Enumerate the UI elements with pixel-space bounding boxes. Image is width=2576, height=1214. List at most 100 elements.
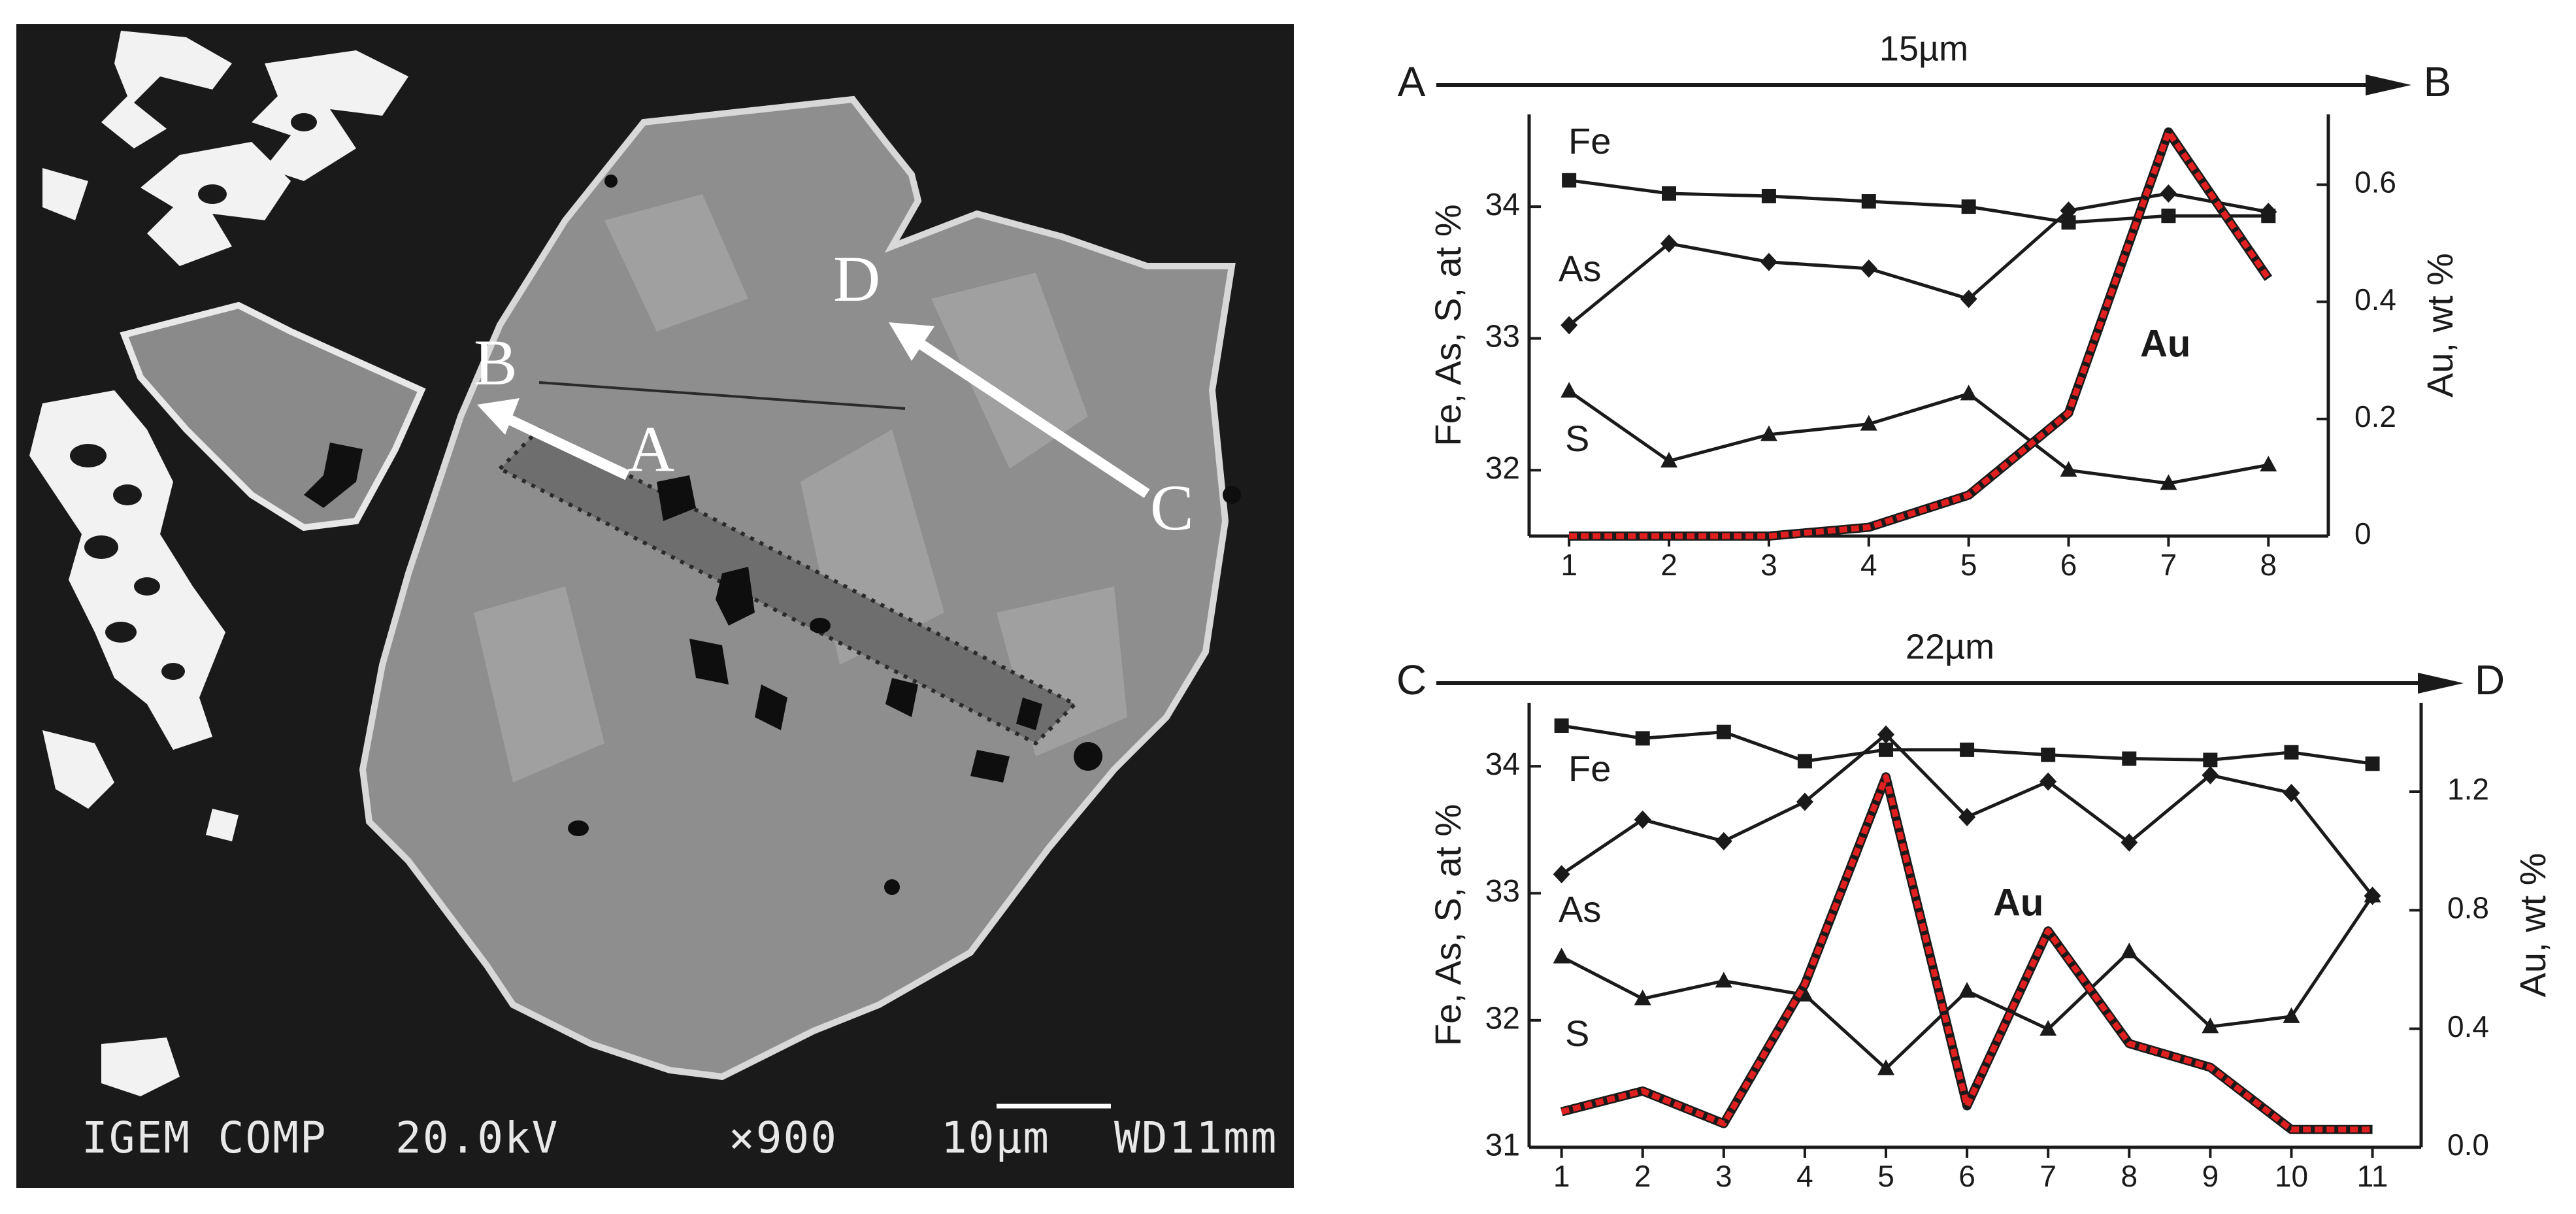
chart1-profile-arrow-head (2366, 75, 2411, 95)
magnification-label: ×900 (729, 1113, 838, 1163)
profile-arrow-cd (889, 322, 1150, 498)
chart2-y-tick-label: 33 (1485, 874, 1520, 909)
chart2-series-s-point (2202, 1017, 2219, 1034)
chart2-series-s-point (1553, 947, 1570, 964)
chart2-series-fe-point (2041, 747, 2056, 762)
chart2-series-as-point (1796, 792, 1813, 811)
chart2-y-tick-label: 32 (1485, 1001, 1520, 1036)
chart1-series-fe-point (2061, 215, 2076, 230)
chart1-x-tick-label: 7 (2160, 548, 2177, 582)
thin-line (538, 381, 906, 410)
chart2-y2-tick-label: 1.2 (2447, 772, 2489, 806)
chart2-series-s-point (2121, 942, 2138, 958)
chart1-annotation-au: Au (2140, 322, 2190, 365)
bright-phase-holes (70, 113, 317, 680)
chart2-series-as-point (2202, 766, 2219, 784)
chart2-x-tick-label: 10 (2275, 1159, 2308, 1193)
chart1-series-as-line (1568, 192, 2269, 327)
chart1-x-tick-label: 8 (2260, 548, 2277, 582)
chart1-series-as-point (2060, 201, 2077, 220)
chart1-series-s-point (1960, 384, 1977, 401)
chart1-series-as-point (1560, 316, 1578, 335)
voltage-label: 20.0kV (395, 1113, 559, 1163)
pores (568, 175, 1241, 895)
chart2-series-s-point (1634, 989, 1651, 1005)
chart2-series-as-point (1553, 865, 1570, 884)
chart1-annotation-fe: Fe (1568, 120, 1611, 161)
chart2-series-s-point (1715, 971, 1732, 988)
chart2-x-tick-label: 11 (2357, 1159, 2388, 1193)
chart1-series-s-point (1760, 425, 1777, 441)
chart1-series-s-point (1560, 382, 1578, 398)
chart1-y-tick-label: 32 (1485, 451, 1520, 486)
chart2-series-as-point (1877, 725, 1894, 744)
point-label-d: D (833, 243, 881, 315)
chart1-series-fe-point (1562, 173, 1577, 188)
chart2-x-tick-label: 9 (2202, 1159, 2219, 1193)
chart1-x-tick-label: 5 (1960, 548, 1977, 582)
chart1-series-s-point (1660, 452, 1678, 468)
chart2-series-au-line (1560, 773, 2373, 1133)
chart1-series-fe-line (1568, 178, 2269, 224)
chart2-series-as-point (2039, 772, 2057, 791)
chart1-x-tick-label: 3 (1760, 548, 1777, 582)
chart1-x-tick-label: 4 (1860, 548, 1877, 582)
profile-arrow-ab (477, 398, 630, 481)
chart1-series-as-point (1860, 259, 1877, 278)
chart1-series-fe-point (1662, 186, 1677, 201)
scale-label: 10µm (941, 1113, 1050, 1163)
chart1-y2-axis-title: Au, wt % (2419, 253, 2460, 397)
chart2-start-label: C (1396, 656, 1427, 703)
chart2-series-s-point (2283, 1007, 2300, 1023)
chart1-x-tick-label: 2 (1660, 548, 1677, 582)
chart1-series-as-point (2260, 203, 2277, 222)
chart2-x-tick-label: 5 (1877, 1159, 1894, 1193)
chart2-series-fe-point (2284, 745, 2299, 760)
chart1-series-fe-point (1961, 199, 1976, 214)
chart2-series-s-point (1958, 982, 1976, 998)
chart1-distance-title: 15µm (1879, 29, 1968, 68)
chart1-annotation-s: S (1565, 418, 1589, 459)
chart1-y-tick-label: 33 (1485, 319, 1520, 354)
chart2-series-fe-point (1879, 742, 1893, 757)
chart1-series-fe-point (2161, 209, 2176, 224)
bright-phase-upper-left (29, 31, 408, 1096)
chart2-series-fe-point (1554, 718, 1569, 733)
chart1-x-tick-label: 6 (2060, 548, 2077, 582)
chart2-end-label: D (2475, 656, 2505, 703)
chart1-y-axis-title: Fe, As, S, at % (1427, 204, 1468, 446)
sem-micrograph (16, 24, 1294, 1188)
chart2-series-as-point (2283, 783, 2300, 802)
chart1-series-s-point (2060, 461, 2077, 477)
chart2-series-as-point (1634, 810, 1651, 829)
chart2-series-fe-point (2203, 752, 2218, 767)
chart2-x-tick-label: 7 (2039, 1159, 2056, 1193)
detector-label: IGEM COMP (82, 1113, 327, 1163)
chart2-series-as-point (2121, 833, 2138, 852)
chart2-y2-tick-label: 0.0 (2447, 1128, 2489, 1162)
chart2-series-s-point (2039, 1020, 2057, 1036)
chart2-series-as-point (1715, 832, 1732, 851)
chart2-annotation-au: Au (1993, 881, 2043, 924)
sem-image-panel: A B C D IGEM COMP 20.0kV ×900 10µm WD11m… (16, 24, 1294, 1188)
chart2-series-fe-point (1960, 742, 1975, 757)
chart2-y-tick-label: 31 (1485, 1128, 1520, 1163)
chart1-series-au-line (1569, 129, 2271, 539)
chart1-series-fe-point (1761, 188, 1776, 203)
chart2-annotation-fe: Fe (1568, 748, 1611, 789)
chart1-series-as-point (1760, 252, 1777, 271)
chart1-start-label: A (1398, 58, 1426, 105)
chart1-y2-tick-label: 0.4 (2354, 282, 2396, 316)
chart2-x-tick-label: 2 (1634, 1159, 1651, 1193)
small-grain-pore (304, 443, 363, 508)
chart2-annotation-s: S (1565, 1013, 1589, 1054)
chart1-y2-tick-label: 0.2 (2354, 399, 2396, 433)
chart1-annotation-as: As (1559, 248, 1601, 289)
working-distance-label: WD11mm (1114, 1113, 1278, 1163)
chart1-series-as-point (1660, 234, 1678, 253)
chart1-x-tick-label: 1 (1560, 548, 1577, 582)
chart1-y-tick-label: 34 (1485, 188, 1520, 222)
chart2-series-fe-point (1797, 754, 1812, 769)
point-label-a: A (627, 413, 675, 485)
